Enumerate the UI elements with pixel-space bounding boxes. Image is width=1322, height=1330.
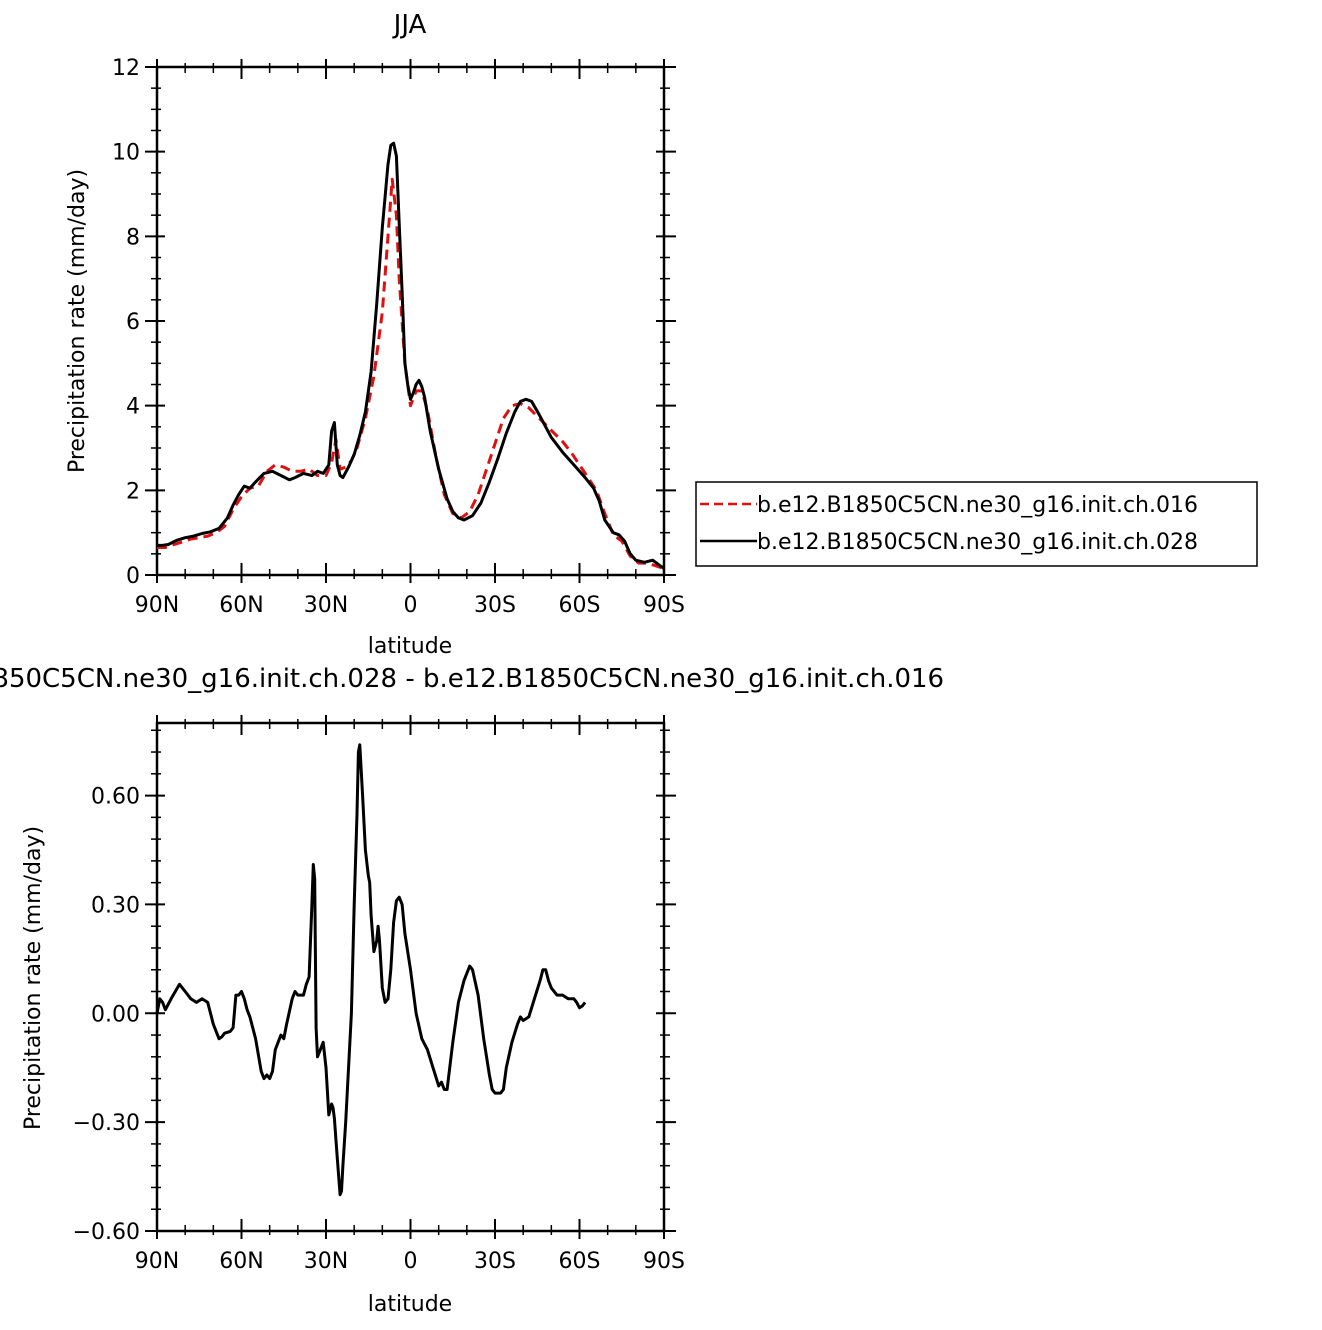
x-tick-label: 0 [404,1249,418,1274]
top-lines [157,141,665,571]
series-line-028 [157,141,665,570]
legend: b.e12.B1850C5CN.ne30_g16.init.ch.016 b.e… [695,481,1258,567]
series-line-difference [155,743,587,1197]
x-tick-label: 90N [135,1249,179,1274]
series-line-016 [157,177,665,571]
y-tick-label: −0.30 [73,1111,140,1136]
top-x-axis-label: latitude [368,634,452,659]
x-tick-label: 60S [559,1249,601,1274]
x-tick-label: 0 [404,593,418,618]
y-tick-label: 2 [126,479,140,504]
top-panel: JJA 90N 60N 30N 0 30S 60S 90S 0 2 4 6 8 10 12 latitud… [65,10,685,659]
y-tick-label: 6 [126,310,140,335]
x-tick-label: 60S [559,593,601,618]
x-tick-label: 90N [135,593,179,618]
x-tick-label: 60N [219,593,263,618]
top-plot-frame [155,65,666,577]
bottom-panel: b.e12.B1850C5CN.ne30_g16.init.ch.028 - b… [0,664,944,1317]
x-tick-label: 30S [474,593,516,618]
y-tick-label: 8 [126,225,140,250]
y-tick-label: 0 [126,564,140,589]
x-tick-label: 30N [304,1249,348,1274]
y-tick-label: 0.00 [91,1002,140,1027]
y-tick-label: 0.60 [91,785,140,810]
bottom-chart-title: b.e12.B1850C5CN.ne30_g16.init.ch.028 - b… [0,664,944,694]
bottom-y-axis-label: Precipitation rate (mm/day) [21,826,46,1130]
legend-box [695,481,1258,567]
x-tick-label: 90S [643,1249,685,1274]
y-tick-label: 0.30 [91,893,140,918]
y-tick-label: 12 [112,56,140,81]
legend-entry-028: b.e12.B1850C5CN.ne30_g16.init.ch.028 [757,530,1198,555]
top-chart-title: JJA [392,10,427,40]
y-tick-label: −0.60 [73,1220,140,1245]
x-tick-label: 90S [643,593,685,618]
y-tick-label: 10 [112,141,140,166]
top-y-axis-label: Precipitation rate (mm/day) [65,169,90,473]
x-tick-label: 30S [474,1249,516,1274]
x-tick-label: 60N [219,1249,263,1274]
legend-entry-016: b.e12.B1850C5CN.ne30_g16.init.ch.016 [757,493,1198,518]
bottom-ticks: 90N 60N 30N 0 30S 60S 90S −0.60 −0.30 0.00 0.30 0.6… [73,715,685,1274]
y-tick-label: 4 [126,395,140,420]
bottom-x-axis-label: latitude [368,1292,452,1317]
x-tick-label: 30N [304,593,348,618]
top-ticks: 90N 60N 30N 0 30S 60S 90S 0 2 4 6 8 10 12 [112,56,685,618]
bottom-lines [155,743,587,1197]
